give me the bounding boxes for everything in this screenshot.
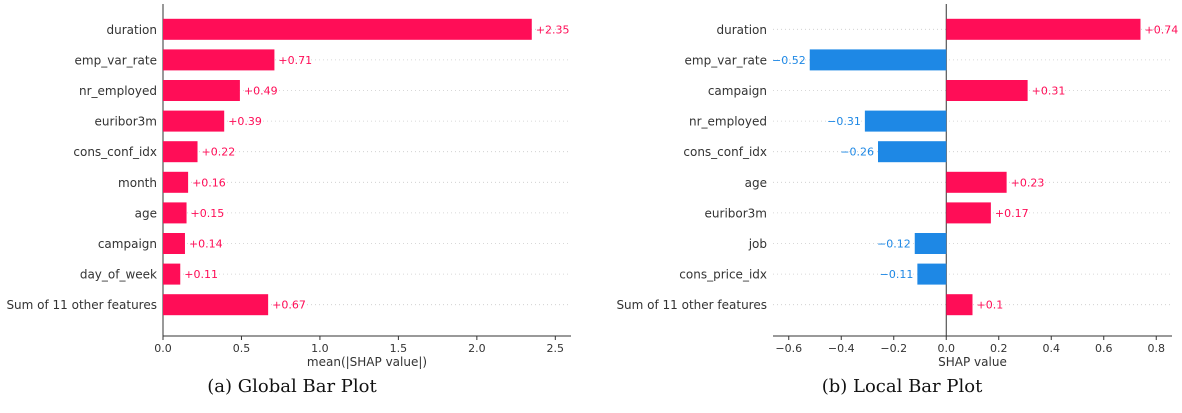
category-label: duration [717,23,768,37]
bar-cons-price-idx [917,263,947,285]
category-label: job [748,237,767,251]
x-tick-label: 0.2 [990,342,1008,355]
value-label: +0.49 [244,85,278,98]
category-label: Sum of 11 other features [6,298,157,312]
value-label: +0.17 [995,207,1029,220]
x-tick-label: 0.8 [1148,342,1166,355]
x-tick-label: 0.0 [154,342,172,355]
bar-euribor3m [163,110,225,132]
bar-duration [163,18,532,40]
local-bar-plot: duration +0.74 emp_var_rate −0.52 campaign +0… [616,4,1178,397]
x-tick-label: 1.5 [390,342,408,355]
figure-caption: (b) Local Bar Plot [822,376,983,397]
category-label: emp_var_rate [685,53,767,67]
category-label: cons_conf_idx [683,145,767,159]
value-label: −0.52 [772,54,806,67]
category-label: campaign [708,84,767,98]
x-tick-label: 2.0 [468,342,486,355]
value-label: +0.74 [1145,23,1179,36]
bar-sum-of-11-other-features [163,294,269,316]
value-label: +0.1 [977,299,1004,312]
x-tick-label: 0.6 [1095,342,1113,355]
value-label: −0.11 [880,268,914,281]
x-axis-label: SHAP value [938,355,1007,369]
value-label: −0.31 [827,115,861,128]
category-label: day_of_week [80,268,157,282]
category-label: month [118,176,157,190]
x-tick-label: −0.4 [828,342,855,355]
value-label: +0.39 [228,115,262,128]
category-label: nr_employed [79,84,157,98]
x-tick-label: 0.4 [1043,342,1061,355]
value-label: +0.15 [191,207,225,220]
bar-sum-of-11-other-features [946,294,973,316]
value-label: +0.31 [1032,85,1066,98]
category-label: Sum of 11 other features [616,298,767,312]
category-label: euribor3m [95,115,157,129]
category-label: cons_conf_idx [73,145,157,159]
value-label: +2.35 [536,23,570,36]
bar-nr-employed [163,80,240,101]
bar-age [163,202,187,224]
category-label: nr_employed [689,115,767,129]
category-label: euribor3m [705,206,767,220]
bar-campaign [946,80,1028,101]
category-label: duration [107,23,158,37]
bar-emp-var-rate [809,49,947,71]
x-tick-label: 0.5 [233,342,251,355]
bar-euribor3m [946,202,991,224]
x-tick-label: 2.5 [547,342,565,355]
value-label: +0.11 [184,268,218,281]
value-label: −0.12 [877,238,911,251]
category-label: age [745,176,767,190]
category-label: cons_price_idx [679,268,767,282]
x-tick-label: −0.6 [775,342,802,355]
category-label: age [135,206,157,220]
value-label: +0.23 [1011,176,1045,189]
bar-nr-employed [864,110,947,132]
figure-caption: (a) Global Bar Plot [207,376,377,397]
bar-duration [946,18,1141,40]
bar-campaign [163,233,185,254]
x-tick-label: 1.0 [311,342,329,355]
global-bar-plot: duration +2.35 emp_var_rate +0.71 nr_employe… [6,4,571,397]
x-tick-label: −0.2 [880,342,907,355]
value-label: +0.22 [202,146,236,159]
bar-cons-conf-idx [163,141,198,163]
value-label: +0.16 [192,176,226,189]
bar-age [946,171,1007,193]
category-label: campaign [98,237,157,251]
value-label: −0.26 [840,146,874,159]
value-label: +0.14 [189,238,223,251]
bar-day-of-week [163,263,181,285]
bar-month [163,171,189,193]
value-label: +0.67 [272,299,306,312]
bar-job [914,233,947,254]
category-label: emp_var_rate [75,53,157,67]
bar-cons-conf-idx [878,141,947,163]
x-tick-label: 0.0 [938,342,956,355]
x-axis-label: mean(|SHAP value|) [307,355,427,369]
value-label: +0.71 [278,54,312,67]
bar-emp-var-rate [163,49,275,71]
